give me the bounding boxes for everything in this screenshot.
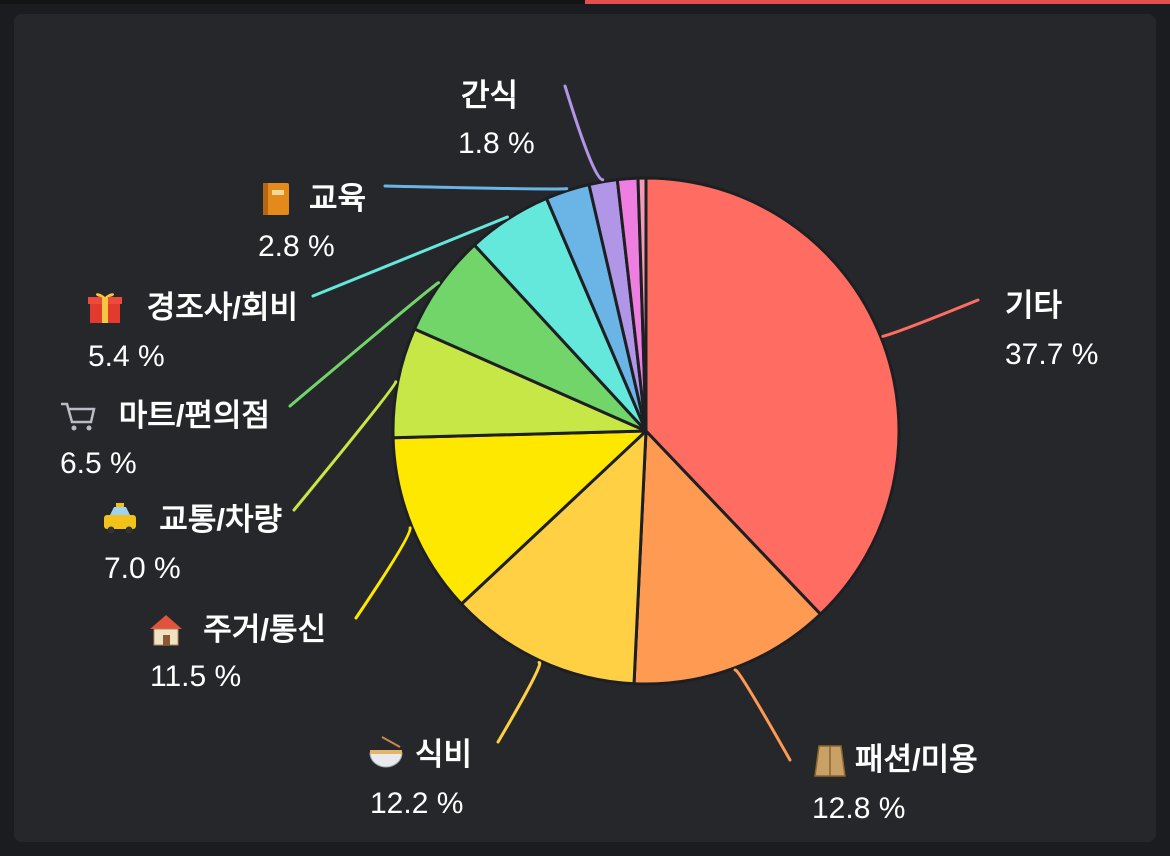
leader-line-9 <box>563 84 605 182</box>
slice-label-value: 12.8 % <box>812 792 905 825</box>
leader-line-3 <box>496 660 542 744</box>
slice-label-name: 경조사/회비 <box>147 290 298 325</box>
slice-label-value: 37.7 % <box>1005 338 1098 371</box>
leader-line-2 <box>733 668 792 762</box>
slice-label-value: 2.8 % <box>258 230 335 263</box>
leader-line-4 <box>354 526 412 620</box>
slice-label-name: 주거/통신 <box>203 612 326 647</box>
slice-label-value: 12.2 % <box>370 787 463 820</box>
slice-label-name: 간식 <box>461 78 518 113</box>
slice-label-name: 마트/편의점 <box>119 398 270 433</box>
slice-label-value: 1.8 % <box>458 127 535 160</box>
slice-label-value: 6.5 % <box>60 447 137 480</box>
slice-label-name: 교통/차량 <box>159 502 282 537</box>
leader-line-1 <box>881 298 980 338</box>
taxi-icon <box>104 503 136 534</box>
leader-line-6 <box>288 281 440 408</box>
slice-label-value: 7.0 % <box>104 552 181 585</box>
slice-label-name: 교육 <box>309 181 366 216</box>
pie-slices <box>391 176 901 686</box>
shopping-cart-icon <box>61 402 96 431</box>
gift-icon <box>88 293 122 323</box>
pie-slice-3 <box>459 429 648 686</box>
pie-slice-11 <box>636 176 648 433</box>
slice-label-name: 패션/미용 <box>855 742 978 777</box>
pie-slice-5 <box>391 327 648 440</box>
leader-lines <box>288 84 980 762</box>
slice-label-value: 5.4 % <box>88 340 165 373</box>
noodle-bowl-icon <box>369 736 403 768</box>
bottom-divider <box>0 846 1170 856</box>
slice-label-value: 11.5 % <box>150 660 241 693</box>
leader-line-5 <box>292 380 398 512</box>
slice-label-name: 기타 <box>1005 288 1063 323</box>
pie-slice-2 <box>632 429 822 686</box>
coat-icon <box>814 745 846 777</box>
top-accent-bar <box>585 0 1170 4</box>
slice-labels: 기타 37.7 % 패션/미용 12.8 % 식비 12.2 % 주거/통신 11.5 % 교통… <box>60 78 1098 825</box>
pie-slice-1 <box>644 176 901 616</box>
pie-slice-4 <box>391 429 648 606</box>
leader-line-8 <box>383 184 569 191</box>
book-icon <box>263 183 289 215</box>
slice-label-name: 식비 <box>415 737 472 772</box>
leader-line-7 <box>311 215 509 298</box>
house-icon <box>150 615 182 646</box>
